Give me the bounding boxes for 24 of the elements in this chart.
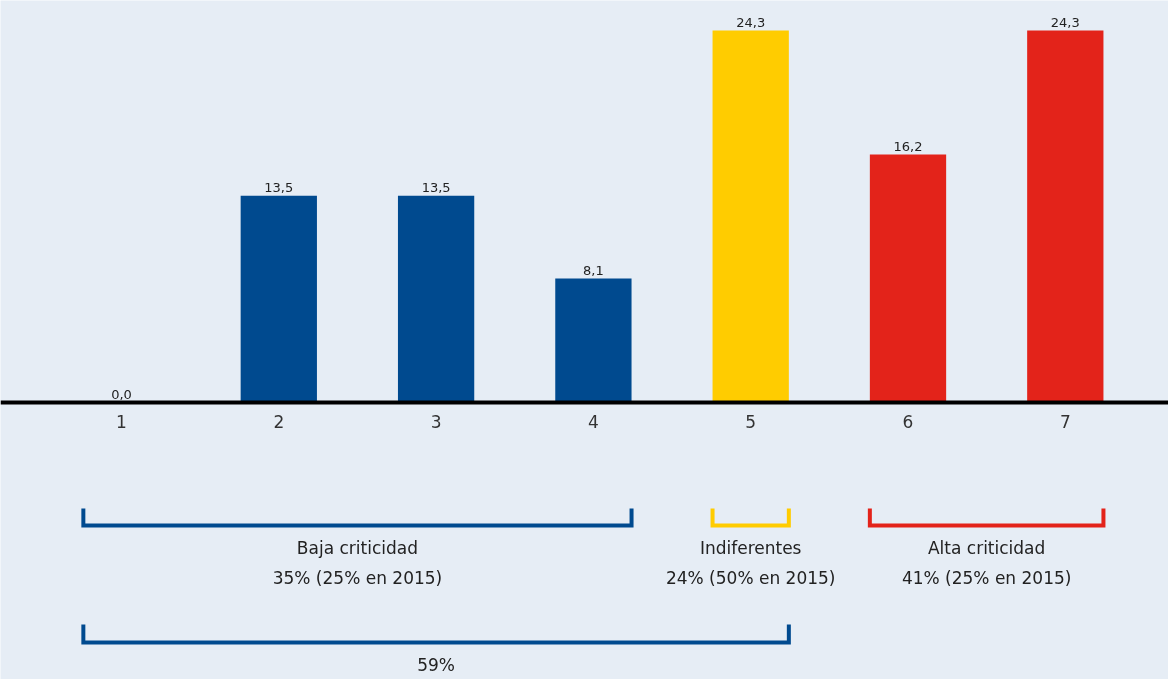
bar	[712, 30, 789, 403]
x-tick-label: 5	[745, 411, 757, 432]
bar	[240, 195, 317, 403]
bar	[397, 195, 475, 403]
data-label: 13,5	[264, 179, 294, 195]
data-label: 13,5	[421, 179, 451, 195]
data-label: 24,3	[736, 14, 766, 30]
bar	[555, 278, 632, 403]
x-tick-label: 2	[273, 411, 285, 432]
data-label: 16,2	[893, 138, 923, 154]
data-label: 24,3	[1050, 14, 1080, 30]
x-tick-label: 7	[1059, 411, 1071, 432]
x-tick-label: 4	[587, 411, 599, 432]
x-tick-label: 3	[430, 411, 442, 432]
data-label: 0,0	[111, 386, 132, 402]
data-label: 8,1	[583, 262, 604, 278]
text: Baja criticidad 35% (25% en 2015)	[272, 537, 443, 588]
text: Alta criticidad 41% (25% en 2015)	[901, 537, 1072, 588]
x-tick-label: 1	[116, 411, 127, 432]
x-tick-label: 6	[902, 411, 914, 432]
bar	[869, 154, 947, 403]
text: 59%	[417, 654, 455, 675]
bar	[1027, 30, 1104, 403]
text: Indiferentes 24% (50% en 2015)	[665, 537, 836, 588]
